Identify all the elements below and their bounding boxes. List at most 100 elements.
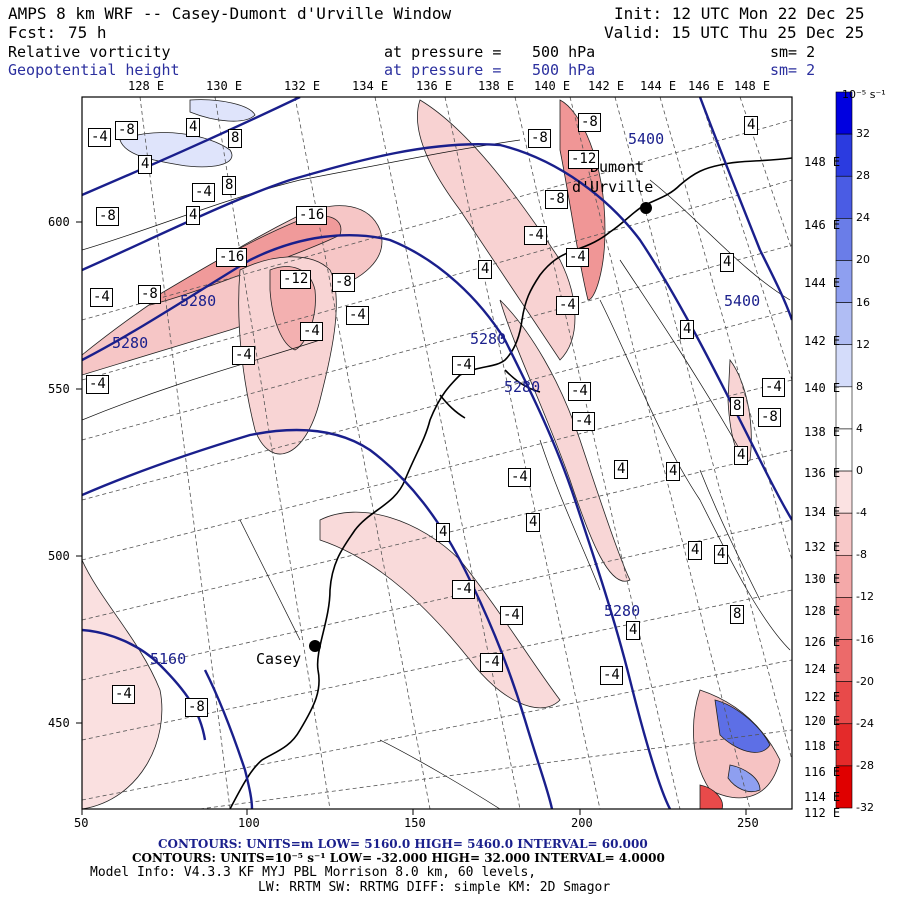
colorbar-swatch (835, 175, 853, 219)
dumont-durville-station-marker (640, 202, 652, 214)
vorticity-contour-label: -4 (452, 356, 475, 375)
vorticity-contour-label: 4 (526, 513, 541, 532)
vorticity-contour-label: -4 (500, 606, 523, 625)
vorticity-contour-label: -4 (566, 248, 589, 267)
vorticity-contour-label: -8 (528, 129, 551, 148)
height-contour-label: 5160 (150, 650, 187, 668)
top-lon-label: 138 E (478, 79, 515, 93)
x-tick-label: 50 (74, 816, 89, 830)
colorbar-tick-label: -8 (856, 548, 867, 562)
colorbar-tick-label: -20 (856, 674, 874, 688)
dumont-label-line2: d'Urville (572, 178, 654, 196)
vorticity-contour-label: -4 (524, 226, 547, 245)
vorticity-contour-label: -4 (300, 322, 323, 341)
right-lon-label: 144 E (804, 276, 841, 290)
vorticity-contour-label: -4 (556, 296, 579, 315)
field1-smoothing: sm= 2 (770, 43, 816, 61)
vorticity-contour-label: -8 (96, 207, 119, 226)
vorticity-contour-label: 4 (720, 253, 735, 272)
colorbar-unit: 10⁻⁵ s⁻¹ (842, 88, 886, 101)
height-contour-label: 5400 (628, 130, 665, 148)
vorticity-contour-label: -4 (88, 128, 111, 147)
height-contour-label: 5280 (180, 292, 217, 310)
right-lon-label: 120 E (804, 714, 841, 728)
axis-ticks (76, 221, 747, 815)
field2-level-label: at pressure = (384, 61, 502, 79)
top-lon-label: 132 E (284, 79, 321, 93)
colorbar-tick-label: 28 (856, 169, 870, 183)
top-lon-label: 134 E (352, 79, 389, 93)
x-tick-label: 250 (737, 816, 759, 830)
vorticity-contour-label: 8 (228, 129, 243, 148)
vorticity-contour-label: -4 (90, 288, 113, 307)
right-lon-label: 134 E (804, 505, 841, 519)
vorticity-contour-label: 4 (614, 460, 629, 479)
vorticity-contour-label: -8 (545, 190, 568, 209)
height-contour-label: 5400 (724, 292, 761, 310)
right-lon-label: 146 E (804, 218, 841, 232)
vorticity-contour-label: 4 (186, 206, 201, 225)
footer-height-contours: CONTOURS: UNITS=m LOW= 5160.0 HIGH= 5460… (158, 837, 648, 851)
right-lon-label: 118 E (804, 739, 841, 753)
field1-name: Relative vorticity (8, 43, 171, 61)
vorticity-contour-label: -16 (296, 206, 328, 225)
vorticity-contour-label: -4 (232, 346, 255, 365)
vorticity-contour-label: 8 (222, 176, 237, 195)
right-lon-label: 122 E (804, 690, 841, 704)
init-time: Init: 12 UTC Mon 22 Dec 25 (614, 4, 865, 23)
colorbar-tick-label: 12 (856, 337, 870, 351)
vorticity-contour-label: -4 (762, 378, 785, 397)
colorbar-tick-label: 32 (856, 127, 870, 141)
colorbar-tick-label: 0 (856, 464, 863, 478)
top-lon-label: 148 E (734, 79, 771, 93)
y-tick-label: 500 (48, 549, 70, 563)
vorticity-contour-label: 8 (730, 397, 745, 416)
vorticity-contour-label: 8 (730, 605, 745, 624)
vorticity-contour-label: -4 (346, 306, 369, 325)
right-lon-label: 128 E (804, 604, 841, 618)
top-lon-label: 142 E (588, 79, 625, 93)
colorbar (835, 91, 853, 809)
dumont-label-line1: Dumont (590, 158, 645, 176)
height-contour-label: 5280 (504, 378, 541, 396)
colorbar-tick-label: 20 (856, 253, 870, 267)
top-lon-label: 130 E (206, 79, 243, 93)
forecast-hour: 75 h (68, 23, 107, 42)
vorticity-contour-label: -4 (572, 412, 595, 431)
vorticity-contour-label: -4 (480, 653, 503, 672)
y-tick-label: 600 (48, 215, 70, 229)
footer-physics-info: LW: RRTM SW: RRTMG DIFF: simple KM: 2D S… (258, 880, 611, 895)
vorticity-contour-label: -4 (86, 375, 109, 394)
colorbar-tick-label: -28 (856, 758, 874, 772)
casey-station-marker (309, 640, 321, 652)
y-tick-label: 550 (48, 382, 70, 396)
field2-level-value: 500 hPa (532, 61, 596, 79)
colorbar-tick-label: -4 (856, 506, 867, 520)
vorticity-contour-label: -8 (115, 121, 138, 140)
vorticity-contour-label: -8 (578, 113, 601, 132)
vorticity-contour-label: -8 (758, 408, 781, 427)
vorticity-contour-label: 4 (734, 446, 749, 465)
right-lon-label: 116 E (804, 765, 841, 779)
vorticity-contour-label: -12 (568, 150, 600, 169)
field2-smoothing: sm= 2 (770, 61, 816, 79)
field1-level-value: 500 hPa (532, 43, 596, 61)
right-lon-label: 124 E (804, 662, 841, 676)
right-lon-label: 136 E (804, 466, 841, 480)
x-tick-label: 150 (404, 816, 426, 830)
vorticity-contour-label: 4 (688, 541, 703, 560)
vorticity-contour-label: -16 (216, 248, 248, 267)
vorticity-contour-label: -12 (280, 270, 312, 289)
vorticity-contour-label: -4 (568, 382, 591, 401)
height-contour-label: 5280 (112, 334, 149, 352)
colorbar-swatch (835, 765, 853, 809)
vorticity-contour-label: 4 (138, 155, 153, 174)
footer-vorticity-contours: CONTOURS: UNITS=10⁻⁵ s⁻¹ LOW= -32.000 HI… (132, 851, 665, 865)
vorticity-contour-label: 4 (436, 523, 451, 542)
top-lon-label: 128 E (128, 79, 165, 93)
height-contour-label: 5280 (470, 330, 507, 348)
colorbar-tick-label: -12 (856, 590, 874, 604)
vorticity-contour-label: -4 (192, 183, 215, 202)
colorbar-tick-label: -24 (856, 716, 874, 730)
y-tick-label: 450 (48, 716, 70, 730)
